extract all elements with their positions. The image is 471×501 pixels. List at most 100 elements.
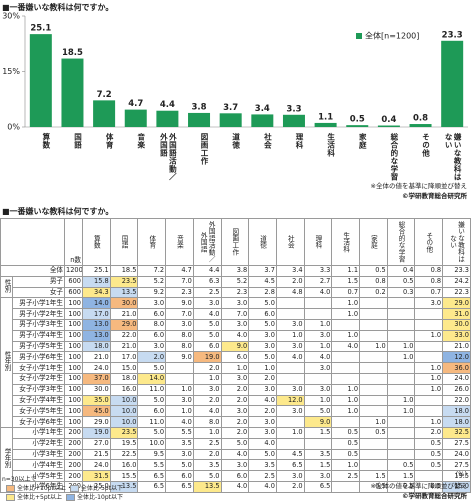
value-cell: 4.5: [275, 448, 305, 461]
column-header: その他: [414, 218, 444, 266]
group-cell: 性年別: [0, 297, 13, 428]
column-header-label: 図画工作: [230, 228, 239, 256]
value-cell: 1.5: [303, 426, 333, 439]
value-cell: 6.5: [137, 470, 167, 482]
table-row: 性年別 男子小学1年生 100 14.0 30.0 3.0 9.0 3.0 3.0 5.0 1.0 3…: [0, 297, 471, 428]
value-cell: 7.0: [220, 308, 250, 320]
value-cell: 2.7: [303, 275, 333, 288]
value-cell: [414, 394, 444, 407]
value-cell: 0.5: [359, 265, 388, 277]
value-cell: 19.0: [82, 426, 111, 439]
value-cell: 3.0: [275, 318, 305, 331]
value-cell: 5.0: [248, 318, 277, 331]
bar: [219, 113, 242, 127]
value-cell: 18.0: [442, 405, 471, 418]
value-cell: 8.0: [165, 329, 194, 342]
value-cell: [359, 351, 388, 364]
value-cell: 3.0: [303, 362, 333, 374]
bar: [93, 100, 116, 127]
value-cell: [165, 372, 194, 385]
value-cell: 18.0: [109, 372, 139, 385]
value-cell: 21.0: [442, 340, 471, 353]
value-cell: [331, 362, 361, 374]
value-cell: 3.0: [414, 297, 444, 310]
table-row: 女子小学3年生 100 30.0 16.0 11.0 1.0 3.0 2.0 3.0 3.0 3.0…: [1, 383, 471, 396]
value-cell: [414, 318, 444, 331]
value-cell: 23.5: [109, 426, 139, 439]
value-cell: 2.8: [248, 286, 277, 299]
value-cell: 3.5: [165, 437, 194, 450]
value-label: 0.5: [350, 115, 365, 125]
value-cell: 2.3: [220, 286, 250, 299]
column-header-label: 家庭: [369, 235, 378, 249]
value-label: 3.8: [192, 102, 207, 112]
value-cell: 18.0: [82, 340, 111, 353]
y-tick-label: 0%: [7, 123, 20, 132]
value-cell: 2.5: [248, 470, 277, 482]
bar: [156, 110, 179, 127]
value-cell: 6.0: [248, 308, 277, 320]
table-copyright: ©学研教育総合研究所: [402, 492, 467, 500]
column-header: 総合的な学習: [386, 218, 416, 266]
value-cell: [414, 405, 444, 418]
value-cell: 1.1: [331, 265, 361, 277]
value-cell: 3.0: [303, 383, 333, 396]
highlight-title: n=30以上で: [2, 476, 37, 483]
value-cell: 3.5: [248, 459, 277, 472]
column-header-label: 嫌いな教科はない: [448, 221, 465, 263]
value-cell: 14.0: [82, 297, 111, 310]
column-header-label: 外国語活動／外国語: [199, 221, 216, 263]
value-cell: 6.3: [192, 275, 222, 288]
value-cell: 0.8: [414, 265, 444, 277]
value-cell: 5.0: [192, 470, 222, 482]
value-cell: 4.0: [220, 480, 250, 493]
n-cell: 600: [64, 275, 83, 288]
table-row: 小学4年生 200 24.0 16.0 5.5 5.0 3.5 3.0 3.5 6.5 1.5 1.0…: [1, 459, 471, 472]
value-cell: 12.0: [275, 394, 305, 407]
value-cell: 23.3: [442, 265, 471, 277]
value-cell: 3.0: [192, 297, 222, 310]
value-cell: [386, 437, 416, 450]
n-cell: 200: [64, 459, 83, 472]
value-cell: 26.0: [442, 383, 471, 396]
n-cell: 1200: [64, 265, 83, 277]
highlight-label: 全体比-5pt以下: [80, 485, 123, 492]
value-cell: 3.0: [275, 470, 305, 482]
value-cell: [275, 416, 305, 428]
value-cell: 1.0: [331, 329, 361, 342]
data-table: n数 算数 国語 体育 音楽 外国語活動／外国語 図画工作 道徳 社会 理科 生活科 家庭 総合的な学習…: [0, 218, 471, 493]
table-row: 男子小学6年生 100 21.0 17.0 2.0 9.0 19.0 6.0 5.0 4.0 4.0…: [1, 351, 471, 364]
value-cell: 2.0: [248, 372, 277, 385]
n-cell: 100: [64, 416, 83, 428]
value-cell: 29.0: [109, 318, 139, 331]
value-cell: 15.0: [442, 480, 471, 493]
value-cell: 5.0: [248, 351, 277, 364]
value-cell: [359, 383, 388, 396]
value-cell: 3.0: [248, 383, 277, 396]
value-cell: 0.5: [414, 437, 444, 450]
x-tick-label: 体育: [105, 133, 115, 149]
value-cell: [414, 308, 444, 320]
row-label: 女子小学4年生: [12, 394, 65, 407]
value-cell: 32.5: [442, 426, 471, 439]
value-cell: [386, 308, 416, 320]
value-label: 3.7: [223, 103, 238, 113]
x-tick-label: 算数: [41, 133, 51, 149]
value-cell: [386, 372, 416, 385]
value-cell: 5.0: [303, 405, 333, 418]
value-cell: 19.5: [109, 437, 139, 450]
value-cell: 2.0: [248, 405, 277, 418]
value-cell: 4.8: [275, 286, 305, 299]
value-cell: 1.0: [359, 340, 388, 353]
value-cell: 21.0: [109, 340, 139, 353]
value-cell: 3.0: [137, 340, 167, 353]
value-cell: 3.5: [192, 459, 222, 472]
row-label: 小学3年生: [12, 448, 65, 461]
value-cell: 1.0: [414, 416, 444, 428]
value-cell: 18.0: [442, 416, 471, 428]
value-cell: 1.0: [359, 416, 388, 428]
value-cell: 4.7: [165, 265, 194, 277]
n-cell: 100: [64, 405, 83, 418]
value-cell: 4.0: [220, 448, 250, 461]
column-header: 社会: [275, 218, 305, 266]
